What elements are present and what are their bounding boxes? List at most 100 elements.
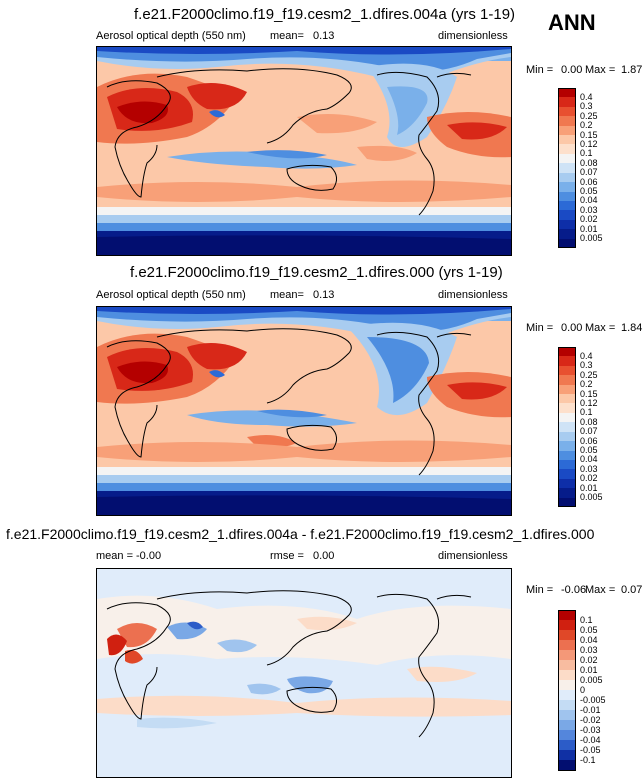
colorbar-tick-label: 0.05 [580, 624, 598, 635]
colorbar-tick-label: 0.03 [580, 204, 598, 215]
colorbar-tick-label: 0.05 [580, 445, 598, 456]
colorbar-tick-label: 0.03 [580, 463, 598, 474]
colorbar-tick-label: 0.04 [580, 634, 598, 645]
colorbar-tick-label: 0.4 [580, 350, 593, 361]
colorbar-swatch [558, 610, 576, 621]
colorbar-swatch [558, 760, 576, 771]
colorbar-tick-label: 0.02 [580, 654, 598, 665]
colorbar-swatch [558, 620, 576, 631]
colorbar-swatch [558, 670, 576, 681]
colorbar-tick-label: 0.2 [580, 379, 593, 390]
colorbar-swatch [558, 680, 576, 691]
panel2-title: f.e21.F2000climo.f19_f19.cesm2_1.dfires.… [130, 264, 503, 281]
panel3-rmse-value: 0.00 [313, 550, 335, 562]
colorbar-tick-label: -0.01 [580, 704, 601, 715]
colorbar-swatch [558, 710, 576, 721]
colorbar-swatch [558, 441, 576, 452]
colorbar-swatch [558, 740, 576, 751]
colorbar-tick-label: 0.07 [580, 426, 598, 437]
colorbar-tick-label: 0 [580, 684, 586, 695]
colorbar-swatch [558, 116, 576, 127]
colorbar-tick-label: 0.005 [580, 233, 603, 244]
colorbar-tick-label: 0.03 [580, 644, 598, 655]
colorbar-swatch [558, 478, 576, 489]
colorbar-swatch [558, 365, 576, 376]
colorbar-swatch [558, 700, 576, 711]
panel3-units: dimensionless [438, 550, 508, 562]
colorbar-swatch [558, 660, 576, 671]
colorbar-swatch [558, 384, 576, 395]
panel3-map [96, 568, 512, 778]
colorbar-tick-label: 0.05 [580, 186, 598, 197]
panel1-colorbar: 0.4 0.3 0.25 0.2 0.15 0.12 0.1 0.08 0.07 0.06 0.05… [558, 88, 608, 249]
panel2-units: dimensionless [438, 289, 508, 301]
panel1-mean-label: mean= [270, 30, 304, 42]
colorbar-tick-label: 0.06 [580, 435, 598, 446]
panel1-map [96, 46, 512, 256]
colorbar-swatch [558, 412, 576, 423]
colorbar-swatch [558, 125, 576, 136]
colorbar-tick-label: 0.04 [580, 454, 598, 465]
colorbar-swatch [558, 431, 576, 442]
panel2-max-value: 1.84 [621, 322, 643, 334]
colorbar-swatch [558, 238, 576, 249]
colorbar-swatch [558, 356, 576, 367]
colorbar-swatch [558, 488, 576, 499]
colorbar-tick-label: -0.02 [580, 714, 601, 725]
colorbar-tick-label: 0.3 [580, 360, 593, 371]
colorbar-swatch [558, 690, 576, 701]
colorbar-tick-label: 0.1 [580, 614, 593, 625]
panel3-title: f.e21.F2000climo.f19_f19.cesm2_1.dfires.… [6, 526, 595, 542]
colorbar-swatch [558, 640, 576, 651]
colorbar-tick-label: -0.04 [580, 734, 601, 745]
panel3-max-value: 0.07 [621, 584, 643, 596]
panel3-mean-value: -0.00 [136, 550, 162, 562]
panel2-variable-label: Aerosol optical depth (550 nm) [96, 289, 246, 301]
colorbar-swatch [558, 630, 576, 641]
colorbar-swatch [558, 172, 576, 183]
colorbar-swatch [558, 750, 576, 761]
colorbar-swatch [558, 720, 576, 731]
panel1-max-value: 1.87 [621, 64, 643, 76]
panel2-min-label: Min = [526, 322, 554, 334]
colorbar-tick-label: -0.005 [580, 694, 606, 705]
colorbar-tick-label: 0.02 [580, 473, 598, 484]
colorbar-swatch [558, 394, 576, 404]
panel3-rmse-label: rmse = [270, 550, 304, 562]
colorbar-tick-label: 0.2 [580, 120, 593, 131]
colorbar-swatch [558, 88, 576, 98]
colorbar-swatch [558, 191, 576, 202]
colorbar-tick-label: 0.25 [580, 110, 598, 121]
colorbar-tick-label: 0.04 [580, 195, 598, 206]
colorbar-tick-label: 0.15 [580, 388, 598, 399]
colorbar-tick-label: 0.12 [580, 138, 598, 149]
colorbar-tick-label: -0.1 [580, 754, 596, 765]
colorbar-swatch [558, 730, 576, 741]
colorbar-tick-label: -0.03 [580, 724, 601, 735]
colorbar-swatch [558, 210, 576, 221]
panel2-colorbar: 0.4 0.3 0.25 0.2 0.15 0.12 0.1 0.08 0.07 0.06 0.05… [558, 347, 608, 508]
colorbar-tick-label: 0.1 [580, 148, 593, 159]
colorbar-swatch [558, 97, 576, 108]
panel3-max-label: Max = [585, 584, 616, 596]
panel1-units: dimensionless [438, 30, 508, 42]
colorbar-swatch [558, 106, 576, 117]
panel1-min-value: 0.00 [561, 64, 583, 76]
panel2-map [96, 306, 512, 516]
season-badge: ANN [548, 10, 596, 35]
panel1-variable-label: Aerosol optical depth (550 nm) [96, 30, 246, 42]
colorbar-swatch [558, 135, 576, 145]
panel2-mean-label: mean= [270, 289, 304, 301]
colorbar-tick-label: 0.4 [580, 91, 593, 102]
panel3-mean-label: mean = [96, 550, 133, 562]
colorbar-tick-label: 0.15 [580, 129, 598, 140]
colorbar-tick-label: 0.08 [580, 157, 598, 168]
colorbar-swatch [558, 219, 576, 230]
colorbar-swatch [558, 450, 576, 461]
colorbar-swatch [558, 163, 576, 174]
colorbar-tick-label: 0.02 [580, 214, 598, 225]
colorbar-tick-label: 0.01 [580, 664, 598, 675]
colorbar-swatch [558, 144, 576, 155]
panel1-title: f.e21.F2000climo.f19_f19.cesm2_1.dfires.… [134, 6, 516, 23]
colorbar-tick-label: 0.1 [580, 407, 593, 418]
